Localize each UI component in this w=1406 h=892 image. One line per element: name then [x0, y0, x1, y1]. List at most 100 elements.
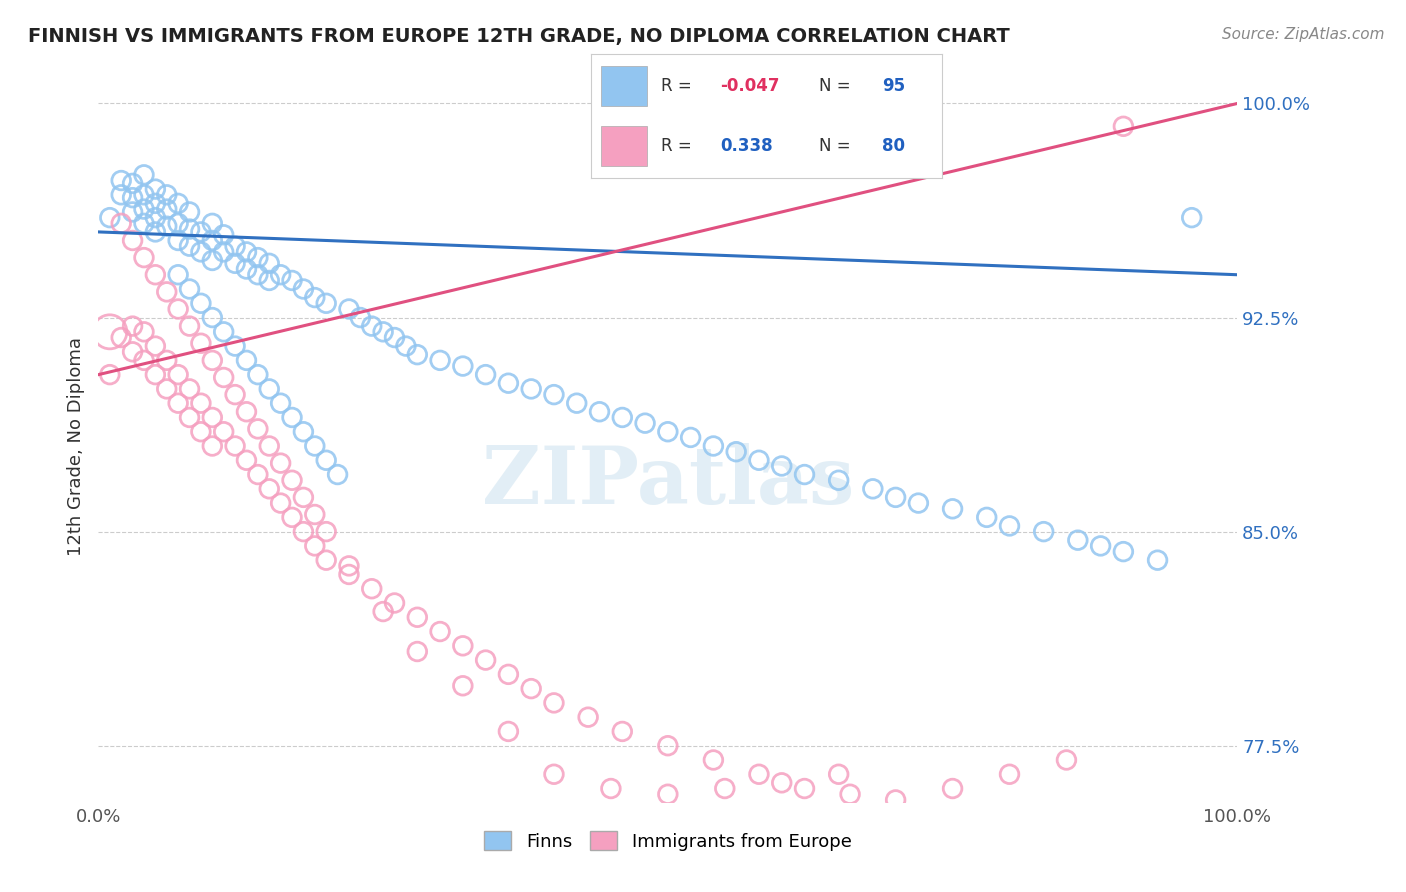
FancyBboxPatch shape: [602, 66, 647, 106]
Point: [201, 439, 224, 453]
Point: [179, 410, 201, 425]
Point: [259, 482, 281, 496]
Point: [828, 767, 851, 781]
Text: 80: 80: [883, 137, 905, 155]
Point: [702, 753, 724, 767]
Point: [292, 282, 315, 296]
Point: [543, 387, 565, 401]
Point: [167, 216, 190, 230]
Point: [121, 234, 143, 248]
Point: [121, 177, 143, 191]
Point: [98, 325, 121, 339]
Point: [315, 553, 337, 567]
Point: [132, 353, 155, 368]
Point: [907, 496, 929, 510]
Point: [748, 767, 770, 781]
Point: [1146, 553, 1168, 567]
Point: [121, 205, 143, 219]
Point: [770, 458, 793, 473]
Point: [337, 558, 360, 573]
Point: [657, 787, 679, 801]
Point: [498, 724, 520, 739]
Point: [110, 216, 132, 230]
Point: [212, 370, 235, 384]
Point: [565, 396, 588, 410]
Point: [714, 781, 737, 796]
Point: [235, 353, 257, 368]
Text: 0.338: 0.338: [720, 137, 773, 155]
Point: [167, 268, 190, 282]
Point: [304, 439, 326, 453]
Point: [360, 319, 382, 334]
Point: [281, 473, 304, 487]
Point: [270, 496, 292, 510]
Text: FINNISH VS IMMIGRANTS FROM EUROPE 12TH GRADE, NO DIPLOMA CORRELATION CHART: FINNISH VS IMMIGRANTS FROM EUROPE 12TH G…: [28, 27, 1010, 45]
Point: [179, 239, 201, 253]
Point: [98, 368, 121, 382]
Point: [884, 793, 907, 807]
Point: [156, 353, 179, 368]
Point: [179, 319, 201, 334]
Point: [292, 491, 315, 505]
Point: [235, 405, 257, 419]
Point: [942, 501, 965, 516]
Point: [976, 510, 998, 524]
Point: [259, 382, 281, 396]
Point: [190, 396, 212, 410]
Point: [634, 416, 657, 430]
Point: [1090, 539, 1112, 553]
Point: [315, 296, 337, 310]
Text: N =: N =: [818, 77, 851, 95]
Point: [132, 325, 155, 339]
Point: [600, 781, 623, 796]
Point: [371, 605, 394, 619]
Y-axis label: 12th Grade, No Diploma: 12th Grade, No Diploma: [66, 336, 84, 556]
Point: [406, 610, 429, 624]
Point: [212, 325, 235, 339]
Point: [292, 524, 315, 539]
Point: [315, 524, 337, 539]
Point: [121, 319, 143, 334]
Point: [121, 344, 143, 359]
Point: [190, 225, 212, 239]
Point: [770, 776, 793, 790]
Point: [270, 396, 292, 410]
Point: [156, 285, 179, 299]
Point: [942, 781, 965, 796]
Point: [679, 430, 702, 444]
Point: [190, 425, 212, 439]
Point: [201, 353, 224, 368]
Point: [212, 227, 235, 242]
Point: [246, 251, 269, 265]
Point: [429, 353, 451, 368]
Point: [395, 339, 418, 353]
Point: [259, 256, 281, 270]
Point: [588, 405, 610, 419]
Point: [212, 425, 235, 439]
Point: [1032, 524, 1054, 539]
Point: [384, 596, 406, 610]
Point: [337, 567, 360, 582]
Text: R =: R =: [661, 77, 692, 95]
Point: [998, 519, 1021, 533]
Point: [326, 467, 349, 482]
Point: [179, 222, 201, 236]
Point: [702, 439, 724, 453]
Point: [235, 453, 257, 467]
Point: [201, 310, 224, 325]
Point: [384, 330, 406, 344]
Point: [246, 467, 269, 482]
Text: -0.047: -0.047: [720, 77, 780, 95]
Point: [259, 439, 281, 453]
Point: [406, 644, 429, 658]
Point: [201, 216, 224, 230]
Point: [1067, 533, 1090, 548]
Point: [1054, 753, 1078, 767]
Point: [498, 376, 520, 391]
Point: [304, 539, 326, 553]
Text: Source: ZipAtlas.com: Source: ZipAtlas.com: [1222, 27, 1385, 42]
Point: [337, 301, 360, 316]
Point: [725, 444, 748, 458]
Point: [110, 187, 132, 202]
Point: [748, 453, 770, 467]
